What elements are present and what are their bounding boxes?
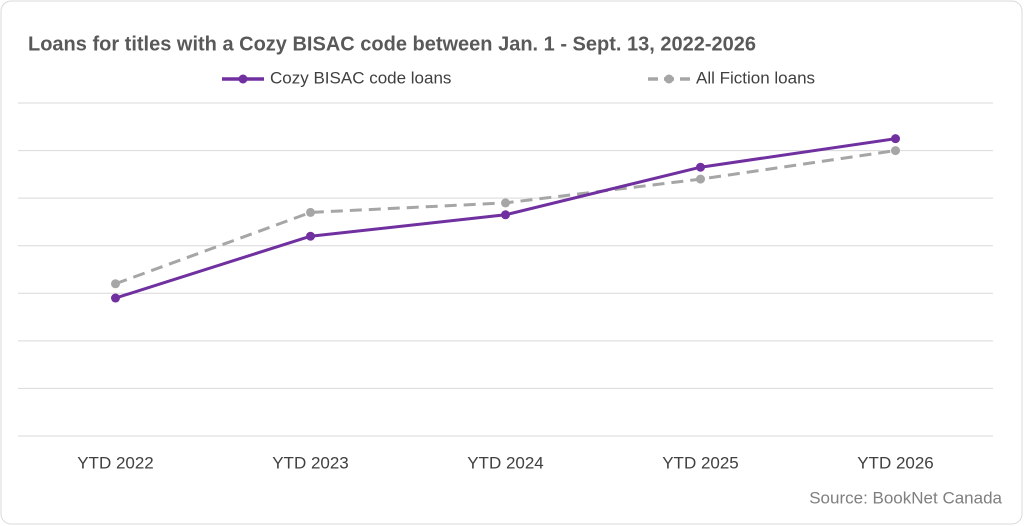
source-note: Source: BookNet Canada — [809, 488, 1002, 507]
x-tick-label: YTD 2023 — [272, 453, 349, 472]
data-point — [111, 293, 120, 303]
data-point — [111, 279, 120, 289]
chart-title: Loans for titles with a Cozy BISAC code … — [28, 33, 756, 55]
x-tick-label: YTD 2026 — [857, 453, 934, 472]
legend-label: All Fiction loans — [696, 68, 815, 87]
data-point — [306, 231, 315, 241]
x-tick-label: YTD 2025 — [662, 453, 739, 472]
x-tick-label: YTD 2024 — [467, 453, 544, 472]
data-point — [891, 146, 900, 156]
legend-label: Cozy BISAC code loans — [270, 68, 451, 87]
data-point — [306, 207, 315, 217]
data-point — [891, 134, 900, 144]
data-point — [696, 174, 705, 184]
x-tick-label: YTD 2022 — [77, 453, 154, 472]
legend-marker — [238, 74, 248, 84]
legend-marker — [664, 74, 674, 84]
data-point — [696, 162, 705, 172]
data-point — [501, 210, 510, 220]
data-point — [501, 198, 510, 208]
